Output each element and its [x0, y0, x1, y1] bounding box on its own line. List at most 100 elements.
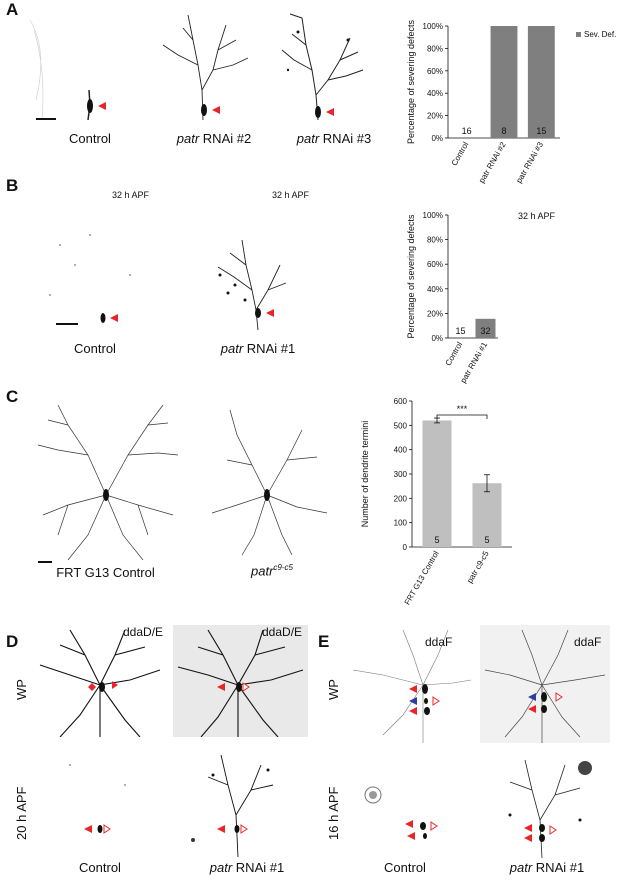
scale-bar	[36, 118, 56, 120]
row-label-e1: WP	[326, 679, 341, 700]
row-label-d1: WP	[14, 679, 29, 700]
panel-letter-a: A	[6, 0, 19, 19]
y-tick-label: 40%	[427, 89, 443, 98]
cell-label-e2: ddaF	[574, 635, 602, 649]
label-b-control: Control	[74, 341, 116, 356]
rnai-label: RNAi #1	[246, 341, 296, 356]
bar	[527, 26, 555, 138]
label-d-rnai: patr RNAi #1	[192, 860, 302, 875]
allele-label: c9-c5	[273, 563, 293, 572]
y-tick-label: 80%	[427, 236, 443, 245]
neuron-image	[484, 629, 606, 743]
y-tick-label: 200	[394, 494, 408, 503]
n-label: 15	[536, 126, 546, 136]
micrograph-c-control	[28, 395, 183, 565]
n-label: 5	[484, 535, 489, 545]
x-tick-label: Control	[444, 340, 465, 367]
chart-a: 0% 20% 40% 60% 80% 100% Percentage of severing…	[400, 19, 616, 195]
chart-c: 0 100 200 300 400 500 600 Number of dendrite te…	[360, 395, 615, 607]
chart-b-title: 32 h APF	[518, 211, 556, 221]
gene-label: patr	[509, 860, 533, 875]
y-tick-label: 0%	[431, 334, 443, 343]
neuron-image	[29, 19, 106, 121]
y-axis-label: Percentage of severing defects	[406, 214, 416, 339]
rnai-label: RNAi #2	[202, 131, 252, 146]
label-a-rnai3: patr RNAi #3	[284, 131, 384, 146]
neuron-image	[177, 629, 304, 737]
label-b-rnai1: patr RNAi #1	[208, 341, 308, 356]
label-a-control: Control	[69, 131, 111, 146]
cell-label-e1: ddaF	[425, 635, 453, 649]
significance-bracket	[436, 414, 488, 419]
y-tick-label: 80%	[427, 44, 443, 53]
label-e-rnai: patr RNAi #1	[492, 860, 602, 875]
bar	[490, 26, 518, 138]
rnai-label: RNAi #1	[235, 860, 285, 875]
chart-a-svg: 0% 20% 40% 60% 80% 100% Percentage of severing…	[406, 19, 616, 185]
label-d-control: Control	[79, 860, 121, 875]
y-tick-label: 0	[403, 543, 408, 552]
panel-letter-b: B	[6, 176, 19, 195]
cell-label-d1: ddaD/E	[123, 625, 164, 639]
significance-label: ***	[457, 404, 468, 414]
y-tick-label: 40%	[427, 285, 443, 294]
micrograph-b-control	[30, 205, 160, 335]
y-tick-label: 300	[394, 470, 408, 479]
x-tick-label: Control	[450, 140, 471, 167]
micrograph-e-wp-rnai	[480, 625, 610, 743]
label-e-control: Control	[384, 860, 426, 875]
neuron-image	[162, 14, 249, 121]
x-tick-label: patr RNAi #2	[477, 140, 508, 185]
micrograph-a-rnai2	[148, 10, 260, 130]
time-label-b2: 32 h APF	[272, 190, 310, 200]
neuron-image	[281, 13, 364, 121]
x-tick-label: patr RNAi #3	[514, 140, 545, 185]
y-tick-label: 60%	[427, 260, 443, 269]
micrograph-a-rnai3	[268, 10, 380, 130]
y-tick-label: 100%	[423, 22, 443, 31]
y-tick-label: 20%	[427, 112, 443, 121]
legend-swatch	[576, 32, 581, 37]
n-label: 15	[455, 326, 465, 336]
rnai-label: RNAi #3	[322, 131, 372, 146]
n-label: 16	[462, 126, 472, 136]
gene-label: patr	[209, 860, 233, 875]
y-axis-label: Number of dendrite termini	[360, 421, 370, 528]
time-label-b1: 32 h APF	[112, 190, 150, 200]
n-label: 8	[501, 126, 506, 136]
y-tick-label: 600	[394, 397, 408, 406]
legend-label: Sev. Def.	[584, 30, 616, 39]
label-c-control: FRT G13 Control	[56, 565, 155, 580]
gene-label: patr	[251, 563, 274, 579]
micrograph-d-wp-rnai	[173, 625, 308, 737]
y-tick-label: 500	[394, 421, 408, 430]
row-label-e2: 16 h APF	[326, 786, 341, 840]
label-a-rnai2: patr RNAi #2	[164, 131, 264, 146]
neuron-image	[69, 764, 126, 834]
neuron-image	[37, 404, 179, 561]
micrograph-e-wp-control	[343, 625, 473, 743]
scale-bar	[38, 561, 52, 563]
n-label: 32	[480, 326, 490, 336]
bar	[422, 420, 452, 547]
y-axis-label: Percentage of severing defects	[406, 19, 416, 144]
y-tick-label: 20%	[427, 309, 443, 318]
label-c-mut: patrc9-c5	[222, 563, 322, 578]
bar	[472, 483, 502, 547]
chart-b-svg: 0% 20% 40% 60% 80% 100% Percentage of severing…	[406, 211, 556, 385]
micrograph-b-rnai1	[190, 205, 320, 335]
cell-label-d2: ddaD/E	[262, 625, 303, 639]
micrograph-a-control	[28, 10, 140, 130]
gene-label: patr	[296, 131, 320, 146]
micrograph-d-20h-rnai	[173, 745, 308, 857]
neuron-image	[39, 629, 161, 737]
neuron-image	[352, 629, 472, 743]
micrograph-d-wp-control	[30, 625, 165, 737]
micrograph-c-mut	[192, 395, 347, 565]
micrograph-e-16h-control	[343, 750, 473, 858]
neuron-image	[191, 754, 274, 857]
panel-letter-d: D	[6, 632, 19, 651]
x-tick-label: patr c9-c5	[465, 549, 491, 585]
y-tick-label: 60%	[427, 67, 443, 76]
neuron-image	[364, 786, 438, 840]
